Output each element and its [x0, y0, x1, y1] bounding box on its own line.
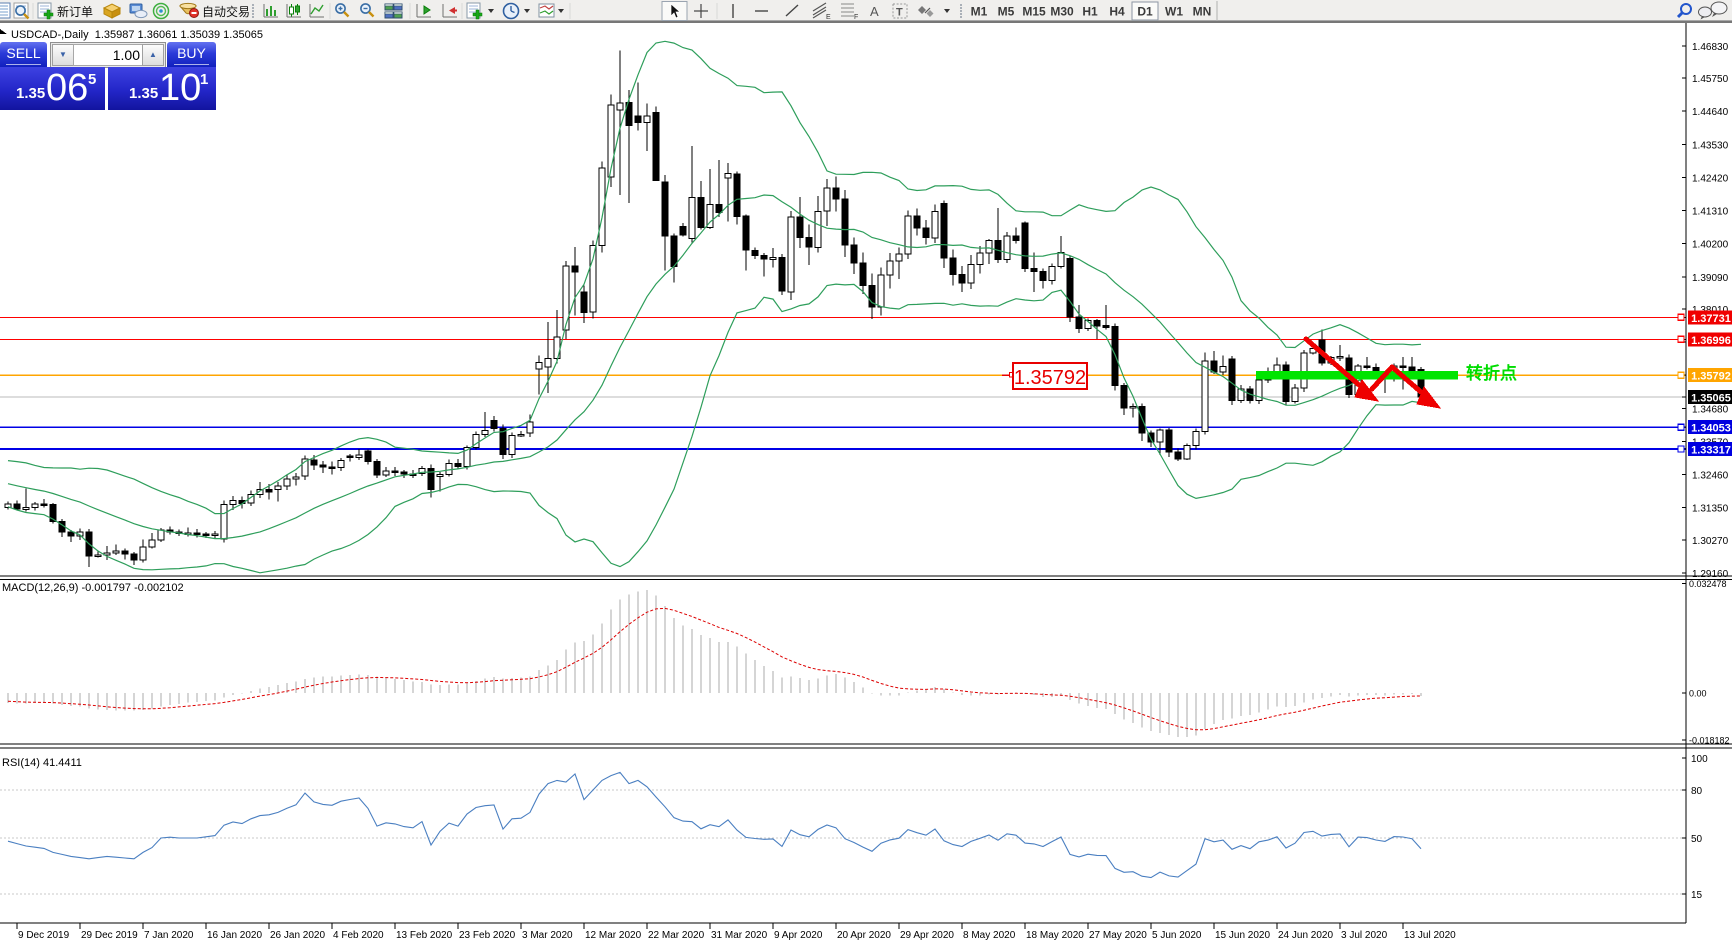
svg-text:5 Jun 2020: 5 Jun 2020 [1152, 930, 1202, 941]
svg-text:1.34053: 1.34053 [1691, 423, 1731, 435]
svg-text:M30: M30 [1050, 5, 1074, 19]
svg-text:1.29160: 1.29160 [1692, 569, 1729, 580]
svg-text:MN: MN [1193, 5, 1212, 19]
svg-text:1.34680: 1.34680 [1692, 404, 1729, 415]
svg-text:24 Jun 2020: 24 Jun 2020 [1278, 930, 1333, 941]
svg-text:-0.018182: -0.018182 [1689, 736, 1730, 746]
svg-text:7 Jan 2020: 7 Jan 2020 [144, 930, 194, 941]
svg-text:29 Dec 2019: 29 Dec 2019 [81, 930, 138, 941]
svg-text:1.31350: 1.31350 [1692, 504, 1729, 515]
svg-text:M5: M5 [998, 5, 1015, 19]
svg-text:H4: H4 [1109, 5, 1125, 19]
svg-text:MACD(12,26,9) -0.001797 -0.002: MACD(12,26,9) -0.001797 -0.002102 [2, 582, 184, 594]
svg-text:1.46830: 1.46830 [1692, 42, 1729, 53]
svg-text:1.42420: 1.42420 [1692, 174, 1729, 185]
svg-text:1.37731: 1.37731 [1691, 313, 1731, 325]
svg-text:1.35065: 1.35065 [1691, 392, 1731, 404]
svg-text:16 Jan 2020: 16 Jan 2020 [207, 930, 262, 941]
svg-text:26 Jan 2020: 26 Jan 2020 [270, 930, 325, 941]
svg-text:USDCAD-,Daily 1.35987 1.36061: USDCAD-,Daily 1.35987 1.36061 1.35039 1.… [11, 29, 263, 41]
svg-text:20 Apr 2020: 20 Apr 2020 [837, 930, 891, 941]
svg-text:H1: H1 [1082, 5, 1098, 19]
svg-text:23 Feb 2020: 23 Feb 2020 [459, 930, 516, 941]
svg-text:1.36996: 1.36996 [1691, 335, 1731, 347]
svg-text:1.40200: 1.40200 [1692, 240, 1729, 251]
svg-text:W1: W1 [1165, 5, 1183, 19]
svg-text:自动交易: 自动交易 [202, 4, 250, 19]
svg-text:1.45750: 1.45750 [1692, 74, 1729, 85]
svg-text:1.44640: 1.44640 [1692, 107, 1729, 118]
svg-text:1.35792: 1.35792 [1014, 367, 1086, 389]
svg-text:0.00: 0.00 [1689, 689, 1707, 699]
svg-text:12 Mar 2020: 12 Mar 2020 [585, 930, 642, 941]
svg-text:13 Feb 2020: 13 Feb 2020 [396, 930, 453, 941]
svg-text:转折点: 转折点 [1466, 363, 1517, 383]
svg-text:80: 80 [1691, 786, 1703, 797]
svg-text:E: E [826, 14, 831, 21]
svg-text:1.30270: 1.30270 [1692, 536, 1729, 547]
svg-text:1.32460: 1.32460 [1692, 471, 1729, 482]
svg-text:M15: M15 [1022, 5, 1046, 19]
svg-text:8 May 2020: 8 May 2020 [963, 930, 1016, 941]
svg-text:F: F [854, 14, 858, 21]
svg-text:A: A [870, 4, 879, 19]
svg-text:15 Jun 2020: 15 Jun 2020 [1215, 930, 1270, 941]
svg-text:100: 100 [1691, 754, 1708, 765]
svg-text:3 Jul 2020: 3 Jul 2020 [1341, 930, 1388, 941]
svg-text:新订单: 新订单 [57, 4, 93, 19]
svg-text:1.41310: 1.41310 [1692, 207, 1729, 218]
svg-text:3 Mar 2020: 3 Mar 2020 [522, 930, 573, 941]
svg-text:1.33317: 1.33317 [1691, 445, 1731, 457]
svg-text:1.35792: 1.35792 [1691, 371, 1731, 383]
svg-text:T: T [896, 7, 903, 19]
svg-text:31 Mar 2020: 31 Mar 2020 [711, 930, 768, 941]
svg-text:29 Apr 2020: 29 Apr 2020 [900, 930, 954, 941]
svg-text:M1: M1 [971, 5, 988, 19]
svg-text:9 Dec 2019: 9 Dec 2019 [18, 930, 70, 941]
svg-text:27 May 2020: 27 May 2020 [1089, 930, 1147, 941]
svg-text:18 May 2020: 18 May 2020 [1026, 930, 1084, 941]
svg-text:1.39090: 1.39090 [1692, 273, 1729, 284]
svg-text:0.032478: 0.032478 [1689, 579, 1727, 589]
svg-text:22 Mar 2020: 22 Mar 2020 [648, 930, 705, 941]
svg-text:13 Jul 2020: 13 Jul 2020 [1404, 930, 1456, 941]
svg-text:RSI(14) 41.4411: RSI(14) 41.4411 [2, 757, 82, 769]
svg-text:9 Apr 2020: 9 Apr 2020 [774, 930, 823, 941]
svg-text:4 Feb 2020: 4 Feb 2020 [333, 930, 384, 941]
svg-text:15: 15 [1691, 890, 1703, 901]
svg-text:50: 50 [1691, 834, 1703, 845]
svg-text:D1: D1 [1137, 5, 1153, 19]
svg-text:1.43530: 1.43530 [1692, 140, 1729, 151]
